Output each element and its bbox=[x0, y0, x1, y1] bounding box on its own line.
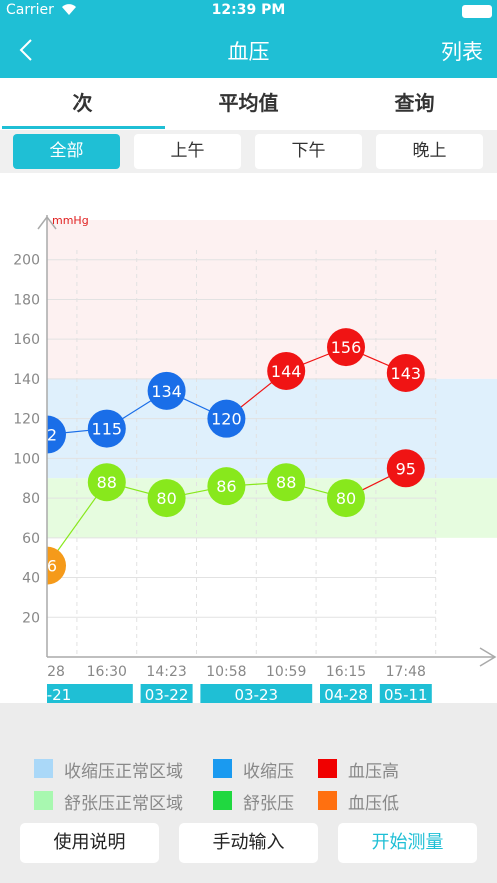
data-point bbox=[147, 479, 186, 518]
data-label: 86 bbox=[216, 477, 236, 496]
date-badge bbox=[320, 684, 372, 703]
data-point bbox=[327, 328, 365, 367]
data-label: 88 bbox=[276, 473, 296, 492]
x-tick-label: 14:23 bbox=[146, 664, 186, 680]
legend-label: 收缩压正常区域 bbox=[64, 762, 183, 782]
legend-swatch bbox=[213, 791, 232, 810]
legend-swatch bbox=[34, 759, 53, 778]
legend-label: 舒张压正常区域 bbox=[64, 794, 183, 814]
nav-title: 血压 bbox=[227, 40, 270, 64]
date-badge bbox=[47, 684, 133, 703]
data-label: 144 bbox=[271, 362, 302, 381]
legend-label: 血压低 bbox=[348, 794, 399, 814]
tab-indicator bbox=[2, 126, 165, 129]
data-label: 88 bbox=[97, 473, 117, 492]
data-label: 156 bbox=[331, 338, 362, 357]
y-tick-label: 120 bbox=[13, 412, 40, 428]
date-badge bbox=[379, 684, 432, 703]
filter-button[interactable]: 全部 bbox=[13, 134, 120, 169]
help-button[interactable]: 使用说明 bbox=[20, 823, 159, 863]
y-axis-arrow bbox=[37, 215, 57, 230]
date-label: 05-11 bbox=[384, 686, 428, 703]
legend-swatch bbox=[318, 791, 337, 810]
tab[interactable]: 次 bbox=[72, 91, 93, 115]
start-button[interactable]: 开始测量 bbox=[338, 823, 477, 863]
data-point bbox=[207, 399, 246, 438]
date-label: 04-28 bbox=[324, 686, 368, 703]
y-tick-label: 140 bbox=[13, 372, 40, 388]
y-tick-label: 60 bbox=[22, 531, 40, 547]
data-point bbox=[87, 409, 126, 448]
data-label: 120 bbox=[211, 410, 242, 429]
x-tick-label: 16:15 bbox=[326, 664, 366, 680]
date-badge bbox=[200, 684, 313, 703]
data-point bbox=[327, 479, 365, 518]
time: 12:39 PM bbox=[211, 2, 286, 18]
x-tick-label: 28 bbox=[47, 664, 65, 680]
carrier: Carrier bbox=[6, 2, 54, 18]
data-label: 80 bbox=[336, 489, 356, 508]
data-point bbox=[87, 463, 126, 502]
list-button[interactable]: 列表 bbox=[441, 40, 483, 64]
legend-label: 血压高 bbox=[348, 762, 399, 782]
data-label: 6 bbox=[47, 557, 57, 576]
date-label: -21 bbox=[47, 686, 72, 703]
y-tick-label: 200 bbox=[13, 253, 40, 269]
legend-swatch bbox=[318, 759, 337, 778]
x-tick-label: 10:58 bbox=[206, 664, 246, 680]
data-label: 134 bbox=[151, 382, 182, 401]
data-point bbox=[47, 415, 66, 454]
data-label: 143 bbox=[391, 364, 422, 383]
data-label: 95 bbox=[396, 459, 416, 478]
legend: 收缩压正常区域 收缩压 血压高舒张压正常区域 舒张压 血压低 bbox=[0, 750, 497, 820]
x-tick-label: 16:30 bbox=[87, 664, 127, 680]
date-label: 03-22 bbox=[145, 686, 189, 703]
data-label: 2 bbox=[47, 426, 57, 445]
y-tick-label: 80 bbox=[22, 491, 40, 507]
data-point bbox=[386, 353, 425, 392]
x-axis-arrow bbox=[479, 647, 497, 667]
date-badge bbox=[140, 684, 193, 703]
nav-bar: 血压 列表 bbox=[0, 20, 497, 78]
data-point bbox=[147, 371, 186, 410]
data-point bbox=[386, 449, 425, 488]
data-label: 115 bbox=[92, 420, 123, 439]
filter-bar: 全部 上午 下午 晚上 bbox=[0, 130, 497, 173]
filter-button[interactable]: 上午 bbox=[134, 134, 241, 169]
y-tick-label: 40 bbox=[22, 571, 40, 587]
date-label: 03-23 bbox=[235, 686, 279, 703]
y-tick-label: 100 bbox=[13, 451, 40, 467]
data-point bbox=[267, 351, 306, 390]
data-point bbox=[207, 467, 246, 506]
x-tick-label: 10:59 bbox=[266, 664, 306, 680]
data-label: 80 bbox=[156, 489, 176, 508]
data-point bbox=[47, 546, 66, 585]
y-unit: mmHg bbox=[52, 214, 89, 227]
tab[interactable]: 平均值 bbox=[218, 91, 279, 115]
y-tick-label: 180 bbox=[13, 292, 40, 308]
status-bar: Carrier 12:39 PM bbox=[0, 0, 497, 20]
manual-input-button[interactable]: 手动输入 bbox=[179, 823, 318, 863]
x-tick-label: 17:48 bbox=[386, 664, 426, 680]
battery-icon bbox=[462, 5, 492, 18]
filter-button[interactable]: 晚上 bbox=[376, 134, 483, 169]
data-point bbox=[267, 463, 306, 502]
legend-label: 收缩压 bbox=[243, 762, 294, 782]
back-button[interactable] bbox=[18, 38, 34, 62]
filter-button[interactable]: 下午 bbox=[255, 134, 362, 169]
wifi-icon bbox=[62, 4, 76, 15]
chart: 2 115 134 120 144 156 143 6 88 80 86 88 80 95 20 40 60 80… bbox=[0, 173, 497, 703]
y-tick-label: 160 bbox=[13, 332, 40, 348]
tab[interactable]: 查询 bbox=[394, 91, 435, 115]
tabs: 次 平均值 查询 bbox=[0, 78, 497, 130]
legend-swatch bbox=[34, 791, 53, 810]
legend-swatch bbox=[213, 759, 232, 778]
legend-label: 舒张压 bbox=[243, 794, 294, 814]
y-tick-label: 20 bbox=[22, 610, 40, 626]
